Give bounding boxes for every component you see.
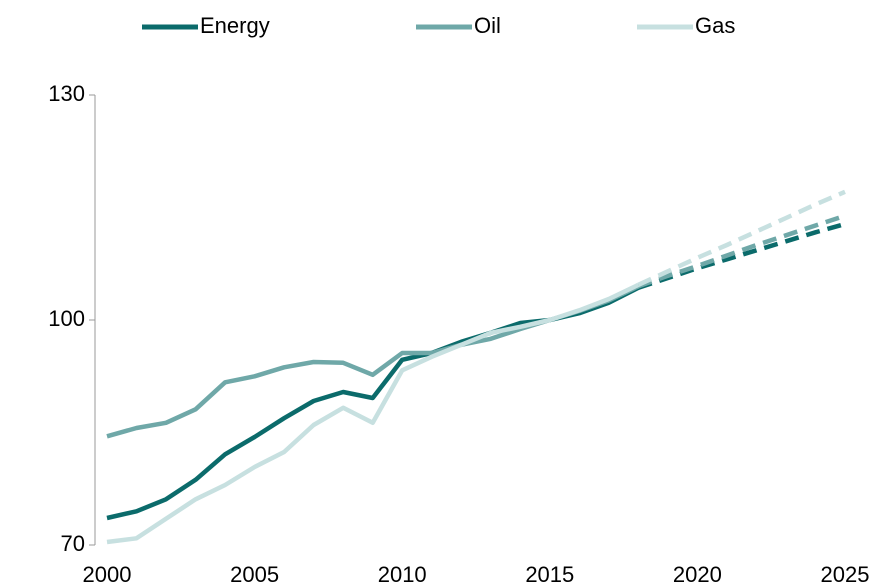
x-tick-label: 2010 <box>378 562 427 586</box>
y-tick-label: 100 <box>48 306 85 331</box>
series-line <box>106 282 640 545</box>
x-tick-label: 2000 <box>83 562 132 586</box>
x-tick-label: 2020 <box>673 562 722 586</box>
x-tick-label: 2005 <box>230 562 279 586</box>
legend-label: Gas <box>695 13 735 38</box>
forecast-line <box>637 221 846 290</box>
x-tick-label: 2025 <box>821 562 870 586</box>
y-tick-label: 70 <box>61 531 85 556</box>
forecast-line <box>637 189 846 287</box>
legend-label: Oil <box>474 13 501 38</box>
forecast-line <box>637 213 846 289</box>
legend-label: Energy <box>200 13 270 38</box>
series-line <box>106 284 640 439</box>
x-tick-label: 2015 <box>525 562 574 586</box>
y-tick-label: 130 <box>48 81 85 106</box>
series-line <box>106 285 640 521</box>
